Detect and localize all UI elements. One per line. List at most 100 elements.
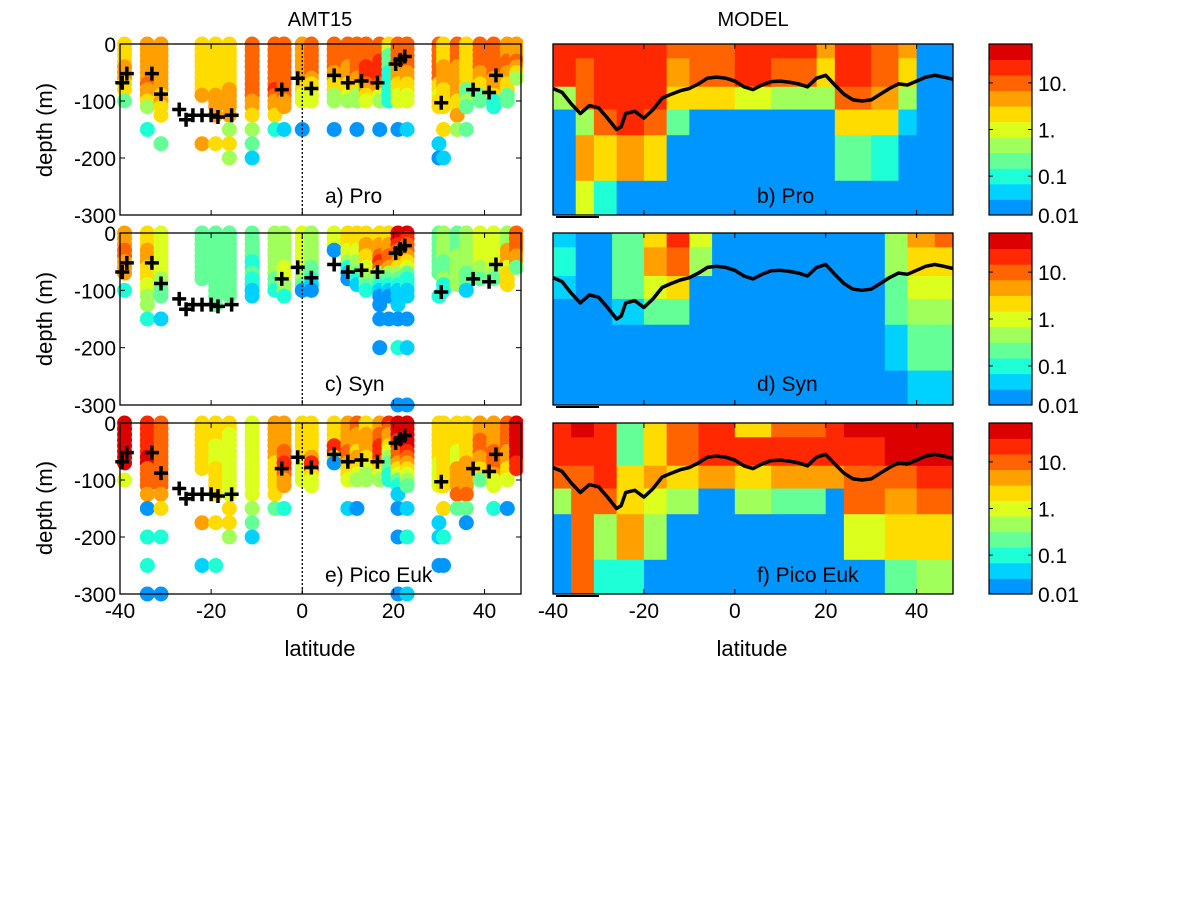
- mld-cross: [290, 450, 305, 465]
- model-cell: [934, 247, 954, 277]
- obs-dot: [139, 122, 155, 137]
- y-tick-label: -100: [74, 470, 116, 493]
- y-tick-label: -100: [74, 280, 116, 303]
- model-cell: [816, 109, 836, 136]
- model-cell: [734, 109, 772, 136]
- mld-cross: [274, 461, 289, 476]
- model-cell: [771, 465, 827, 490]
- model-cell: [553, 514, 572, 561]
- colorbar-tick-label: 1.: [1038, 499, 1056, 522]
- model-cell: [734, 465, 772, 490]
- colorbar-band: [989, 264, 1032, 281]
- obs-dots: [117, 415, 523, 602]
- model-cell: [553, 488, 572, 515]
- mld-cross: [340, 75, 355, 90]
- panel-label-b: b) Pro: [757, 185, 814, 208]
- y-axis-label-e: depth (m): [32, 461, 57, 555]
- model-cell: [734, 423, 772, 438]
- model-cell: [689, 86, 736, 111]
- model-cell: [612, 370, 645, 406]
- model-cell: [643, 423, 668, 438]
- y-tick-label: 0: [104, 34, 116, 57]
- mld-cross: [115, 75, 130, 90]
- model-cell: [698, 437, 736, 467]
- model-cell: [771, 180, 818, 216]
- obs-dot: [399, 93, 415, 109]
- model-cell: [575, 276, 613, 300]
- mld-cross: [224, 487, 239, 502]
- mld-cross: [488, 68, 503, 83]
- model-cell: [643, 437, 668, 467]
- model-cell: [843, 488, 886, 515]
- model-cell: [553, 58, 577, 88]
- model-cell: [934, 233, 954, 248]
- mld-cross: [144, 255, 159, 270]
- mld-cross: [304, 81, 319, 96]
- mld-cross: [327, 68, 342, 83]
- mld-cross: [304, 460, 319, 475]
- obs-dot: [436, 501, 452, 516]
- model-cell: [916, 465, 954, 490]
- model-cell: [666, 423, 699, 438]
- model-cell: [643, 44, 668, 59]
- model-cell: [734, 488, 772, 515]
- model-cell: [553, 135, 577, 182]
- model-panel-pro: [552, 43, 954, 218]
- obs-dot: [358, 282, 374, 298]
- colorbar-band: [989, 279, 1032, 296]
- mld-cross: [340, 264, 355, 279]
- model-cell: [698, 559, 736, 595]
- model-cell: [643, 247, 668, 277]
- model-cell: [734, 135, 772, 182]
- obs-dot: [349, 501, 365, 516]
- mld-cross: [154, 276, 169, 291]
- mld-cross: [119, 66, 134, 81]
- model-cell: [593, 488, 618, 515]
- y-tick-label: -200: [74, 338, 116, 361]
- colorbar-band: [989, 547, 1032, 564]
- mld-line: [552, 262, 954, 321]
- obs-dot: [276, 478, 292, 494]
- model-cell: [575, 233, 613, 248]
- model-cell: [612, 247, 645, 277]
- model-cell: [689, 276, 713, 300]
- model-cell: [666, 180, 690, 216]
- mld-cross: [370, 75, 385, 90]
- model-cell: [689, 109, 736, 136]
- model-cell: [593, 44, 618, 59]
- model-cell: [898, 135, 918, 182]
- model-cell: [771, 514, 827, 561]
- model-cell: [666, 44, 690, 59]
- mld-cross: [144, 66, 159, 81]
- colorbar-band: [989, 168, 1032, 185]
- model-cell: [734, 559, 772, 595]
- model-cell: [616, 180, 645, 216]
- model-cell: [666, 437, 699, 467]
- y-tick-label: -300: [74, 584, 116, 607]
- model-cell: [825, 423, 845, 438]
- model-cell: [712, 370, 886, 406]
- obs-dot: [276, 288, 292, 304]
- model-cell: [553, 247, 577, 277]
- x-tick-label: 0: [296, 600, 308, 623]
- model-cell: [825, 488, 845, 515]
- x-axis-label-left: latitude: [285, 636, 356, 661]
- y-axis-label-c: depth (m): [32, 272, 57, 366]
- mld-cross: [144, 445, 159, 460]
- model-cell: [771, 44, 818, 59]
- obs-dot: [458, 501, 474, 516]
- panel-label-c: c) Syn: [325, 373, 385, 396]
- model-cell: [843, 423, 886, 438]
- model-cell: [593, 58, 618, 88]
- model-cell: [884, 488, 918, 515]
- colorbar-tick-label: 0.01: [1038, 395, 1079, 418]
- colorbar-band: [989, 326, 1032, 343]
- y-tick-label: -300: [74, 205, 116, 228]
- colorbar-band: [989, 44, 1032, 60]
- model-cell: [643, 180, 668, 216]
- obs-dot: [431, 136, 447, 152]
- mld-crosses: [115, 49, 503, 127]
- obs-dot: [399, 340, 415, 356]
- obs-dot: [326, 93, 342, 109]
- model-cell: [553, 465, 572, 490]
